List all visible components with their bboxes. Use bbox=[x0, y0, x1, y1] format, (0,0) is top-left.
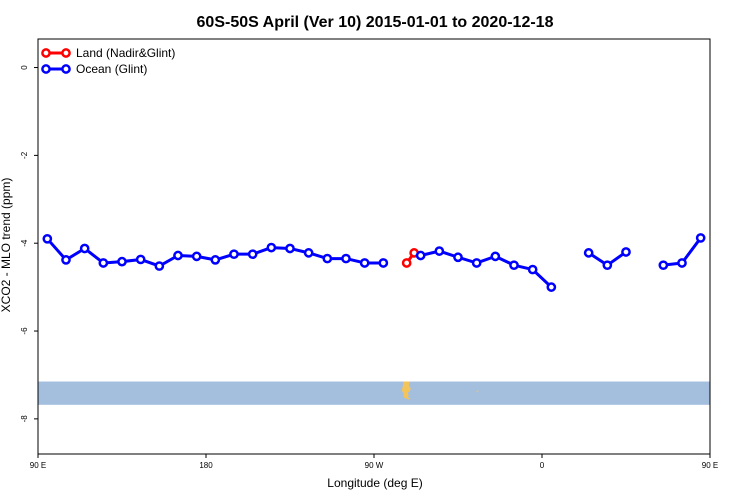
series-1-point bbox=[210, 255, 221, 265]
series-1-point bbox=[453, 252, 463, 263]
series-1-point bbox=[303, 248, 314, 258]
y-tick-label: -2 bbox=[20, 151, 29, 159]
series-0-point bbox=[401, 258, 412, 268]
series-1-point bbox=[434, 246, 445, 256]
series-1-point bbox=[509, 260, 519, 271]
y-tick-label: -6 bbox=[20, 327, 29, 335]
series-1-point bbox=[285, 243, 295, 254]
legend-marker bbox=[61, 64, 71, 74]
legend-marker bbox=[61, 48, 71, 58]
series-1-point bbox=[471, 258, 482, 268]
x-tick-label: 90 W bbox=[365, 461, 384, 470]
x-tick-label: 90 E bbox=[30, 461, 46, 470]
series-1-point bbox=[490, 251, 501, 262]
x-axis-ticks: 90 E 180 90 W 0 90 E bbox=[30, 454, 718, 470]
series-1-point bbox=[378, 258, 389, 268]
series-1-point bbox=[61, 255, 71, 265]
series-layer bbox=[42, 233, 706, 292]
series-1-point bbox=[98, 258, 109, 268]
series-1-point bbox=[322, 253, 333, 264]
series-1-point bbox=[117, 256, 127, 267]
series-1-point bbox=[154, 261, 165, 271]
legend-marker bbox=[41, 48, 51, 58]
land-patch bbox=[401, 381, 411, 400]
y-axis-label: XCO2 - MLO trend (ppm) bbox=[0, 178, 13, 313]
legend-label: Ocean (Glint) bbox=[76, 62, 147, 76]
map-strip-ocean bbox=[38, 381, 710, 405]
series-1-point bbox=[658, 260, 669, 271]
map-strip bbox=[38, 381, 710, 405]
y-axis-ticks: 0 -2 -4 -6 -8 bbox=[20, 65, 38, 423]
series-1-point bbox=[79, 243, 90, 254]
series-1-point bbox=[583, 248, 594, 258]
series-1-point bbox=[527, 264, 538, 275]
series-1-point bbox=[546, 282, 557, 292]
series-1-point bbox=[602, 260, 613, 271]
legend-label: Land (Nadir&Glint) bbox=[76, 46, 175, 60]
series-1-point bbox=[191, 251, 202, 262]
land-patch bbox=[476, 390, 479, 393]
series-1-point bbox=[42, 233, 53, 244]
x-tick-label: 90 E bbox=[702, 461, 718, 470]
series-1-point bbox=[247, 249, 258, 260]
y-tick-label: 0 bbox=[20, 65, 29, 70]
plot-frame bbox=[37, 38, 711, 455]
series-1-point bbox=[621, 247, 631, 257]
x-axis-label: Longitude (deg E) bbox=[327, 476, 422, 490]
x-tick-label: 180 bbox=[199, 461, 213, 470]
series-1-point bbox=[341, 253, 351, 264]
map-strip-land bbox=[401, 381, 479, 400]
series-1-point bbox=[135, 254, 146, 265]
y-tick-label: -4 bbox=[20, 239, 29, 247]
series-1-point bbox=[266, 242, 277, 253]
series-1-point bbox=[415, 250, 426, 261]
legend-marker bbox=[41, 64, 51, 74]
series-1-point bbox=[677, 258, 687, 268]
y-tick-label: -8 bbox=[20, 415, 29, 423]
series-1-point bbox=[695, 233, 706, 243]
series-1-point bbox=[173, 250, 183, 261]
chart-title: 60S-50S April (Ver 10) 2015-01-01 to 202… bbox=[197, 14, 554, 31]
series-1-point bbox=[229, 249, 239, 260]
x-tick-label: 0 bbox=[540, 461, 545, 470]
legend: Land (Nadir&Glint) Ocean (Glint) bbox=[41, 46, 175, 76]
series-1-point bbox=[359, 258, 370, 268]
